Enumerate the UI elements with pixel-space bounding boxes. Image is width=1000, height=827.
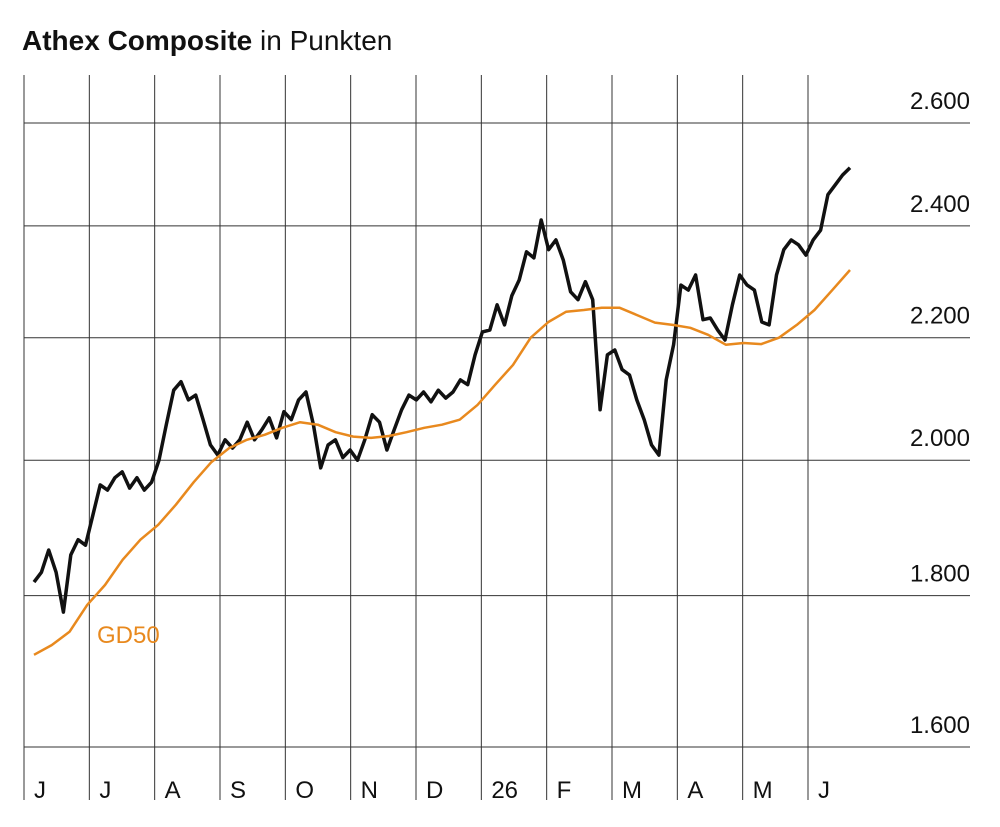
x-tick-label: M — [622, 777, 642, 804]
x-tick-label: J — [818, 777, 830, 804]
x-tick-label: D — [426, 777, 443, 804]
x-tick-label: S — [230, 777, 246, 804]
subtitle: in Punkten — [260, 25, 392, 56]
series-line — [32, 166, 852, 614]
y-tick-label: 1.600 — [910, 712, 970, 739]
x-tick-label: J — [99, 777, 111, 804]
x-tick-label: N — [361, 777, 378, 804]
x-tick-label: J — [34, 777, 46, 804]
x-tick-label: M — [753, 777, 773, 804]
y-tick-label: 2.000 — [910, 425, 970, 452]
y-tick-label: 2.600 — [910, 88, 970, 115]
y-tick-label: 2.400 — [910, 191, 970, 218]
series-label: GD50 — [97, 622, 160, 649]
y-tick-label: 2.200 — [910, 303, 970, 330]
x-tick-label: F — [557, 777, 572, 804]
chart-title: Athex Composite in Punkten — [22, 25, 392, 56]
x-tick-label: 26 — [491, 777, 518, 804]
series-line — [33, 269, 851, 656]
x-tick-label: O — [295, 777, 314, 804]
y-tick-label: 1.800 — [910, 561, 970, 588]
x-tick-label: A — [165, 777, 181, 804]
title: Athex Composite — [22, 25, 252, 56]
x-tick-label: A — [687, 777, 703, 804]
